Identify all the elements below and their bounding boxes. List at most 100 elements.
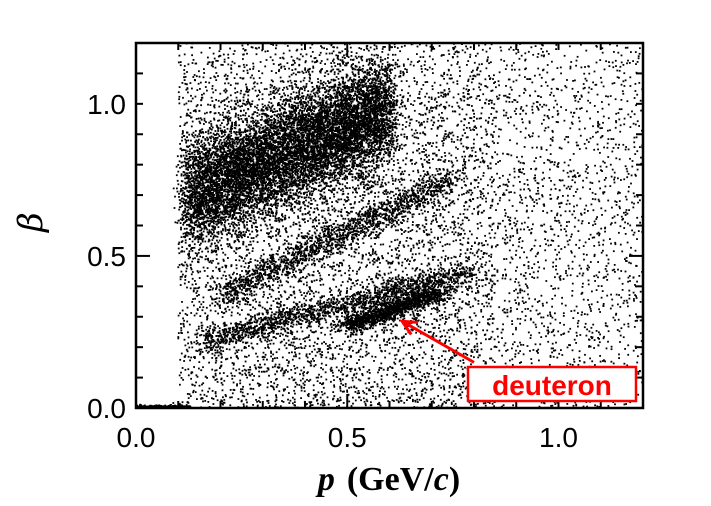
data-point: [462, 362, 465, 364]
data-point: [610, 242, 612, 245]
data-point: [567, 264, 570, 267]
data-point: [400, 45, 403, 48]
data-point: [198, 384, 201, 387]
data-point: [478, 165, 481, 168]
data-point: [333, 384, 335, 387]
data-point: [613, 82, 616, 84]
data-point: [189, 233, 191, 236]
data-point: [414, 399, 417, 402]
data-point: [308, 95, 311, 98]
data-point: [239, 105, 242, 108]
data-point: [600, 169, 602, 172]
data-point: [316, 204, 319, 206]
data-point: [242, 260, 245, 262]
data-point: [578, 116, 580, 119]
data-point: [461, 391, 464, 394]
data-point: [321, 201, 324, 204]
data-point: [475, 179, 478, 181]
data-point: [420, 320, 423, 323]
data-point: [339, 387, 342, 390]
data-point: [578, 128, 581, 131]
data-point: [300, 271, 303, 273]
data-point: [225, 358, 227, 361]
data-point: [427, 100, 430, 103]
data-point: [423, 351, 425, 354]
data-point: [462, 318, 465, 321]
data-point: [480, 348, 483, 351]
data-point: [478, 321, 481, 324]
data-point: [236, 99, 239, 102]
data-point: [183, 53, 186, 56]
data-point: [434, 242, 436, 245]
data-point: [266, 301, 269, 304]
data-point: [534, 298, 536, 301]
data-point: [204, 86, 207, 88]
data-point: [470, 267, 473, 270]
data-point: [244, 355, 246, 358]
data-point: [242, 385, 244, 388]
data-point: [250, 46, 253, 48]
data-point: [624, 148, 627, 151]
data-point: [558, 276, 561, 279]
data-point: [399, 145, 401, 147]
data-point: [372, 249, 374, 252]
data-point: [227, 245, 230, 248]
data-point: [470, 71, 473, 73]
data-point: [338, 265, 340, 268]
data-point: [318, 219, 320, 222]
data-point: [597, 241, 600, 244]
data-point: [401, 170, 404, 173]
data-point: [194, 333, 197, 336]
data-point: [530, 358, 533, 360]
data-point: [419, 123, 422, 126]
data-point: [616, 69, 619, 72]
data-point: [463, 180, 466, 183]
data-point: [579, 107, 581, 110]
data-point: [401, 291, 404, 293]
data-point: [293, 212, 296, 214]
data-point: [446, 73, 449, 76]
data-point: [425, 144, 427, 146]
data-point: [418, 354, 421, 356]
data-point: [616, 329, 619, 331]
data-point: [200, 104, 202, 107]
data-point: [330, 322, 333, 325]
data-point: [466, 98, 469, 100]
data-point: [394, 372, 396, 375]
data-point: [444, 133, 447, 135]
data-point: [470, 355, 473, 357]
data-point: [337, 54, 339, 57]
data-point: [394, 88, 397, 91]
data-point: [314, 396, 317, 398]
data-point: [184, 232, 187, 234]
data-point: [603, 68, 606, 71]
data-point: [484, 85, 487, 87]
data-point: [388, 159, 391, 162]
data-point: [630, 174, 633, 177]
data-point: [304, 340, 306, 343]
data-point: [254, 298, 256, 301]
data-point: [605, 275, 607, 278]
data-point: [479, 161, 482, 164]
data-point: [179, 276, 182, 278]
data-point: [375, 274, 378, 277]
data-point: [554, 349, 557, 352]
data-point: [356, 392, 359, 395]
data-point: [386, 69, 389, 71]
data-point: [291, 210, 294, 212]
data-point: [490, 185, 493, 188]
data-point: [634, 294, 636, 296]
data-point: [446, 168, 449, 171]
data-point: [186, 231, 188, 234]
data-point: [296, 190, 298, 192]
data-point: [292, 341, 295, 344]
data-point: [233, 296, 235, 299]
data-point: [479, 190, 482, 192]
data-point: [365, 387, 368, 390]
data-point: [500, 331, 503, 334]
data-point: [211, 63, 214, 65]
data-point: [615, 112, 618, 115]
data-point: [615, 157, 618, 160]
data-point: [183, 325, 185, 328]
data-point: [556, 113, 559, 116]
